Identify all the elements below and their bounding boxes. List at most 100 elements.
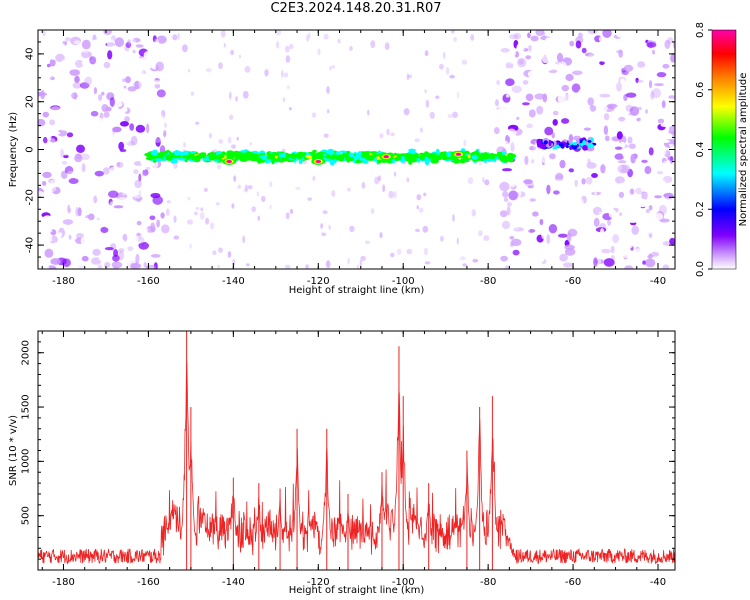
faint-dot [239,54,241,59]
noise-blob [513,213,520,222]
noise-blob [55,202,64,211]
noise-blob [157,117,167,126]
band-blob [499,156,503,161]
faint-dot [244,66,251,73]
band-blob [312,149,317,154]
noise-blob [506,201,512,207]
noise-blob [646,101,654,106]
noise-blob [552,119,558,126]
noise-blob [531,223,541,227]
noise-blob [136,235,146,244]
noise-blob [93,124,102,131]
band-blob [481,153,489,160]
noise-blob [567,51,575,59]
faint-dot [323,33,329,40]
band-blob [259,154,268,160]
noise-blob [47,182,57,193]
noise-blob [635,79,644,83]
faint-dot [379,133,384,139]
band-blob [335,152,339,155]
faint-dot [331,190,336,197]
noise-blob [125,60,133,66]
noise-blob [42,54,49,63]
band-blob [400,156,405,164]
noise-blob [154,83,161,89]
noise-blob [552,110,559,116]
band-blob [289,153,298,159]
band-blob [408,148,416,152]
faint-dot [229,91,232,100]
noise-blob [109,201,116,211]
noise-blob [637,198,649,208]
faint-dot [386,128,390,136]
x-tick-label: -40 [650,276,666,287]
band-blob [278,153,284,158]
noise-blob [617,182,628,190]
noise-blob [662,264,670,269]
noise-blob [650,90,655,100]
y-tick-label: 1000 [21,449,32,474]
noise-blob [657,170,664,175]
noise-blob [548,53,555,59]
noise-blob [131,59,138,63]
band-blob [340,154,347,158]
noise-blob [513,49,517,56]
faint-dot [212,250,217,255]
noise-blob [122,140,130,145]
faint-dot [361,182,366,189]
faint-dot [461,59,468,65]
band-blob [442,153,447,160]
noise-blob [41,181,47,186]
noise-blob [100,226,109,233]
band-blob [579,143,585,146]
noise-blob [555,247,565,255]
noise-blob [151,76,155,82]
band-blob [355,160,360,164]
noise-blob [519,248,529,254]
noise-blob [546,184,551,195]
noise-blob [98,256,109,262]
noise-blob [666,254,675,260]
noise-blob [154,228,161,235]
noise-blob [535,30,545,36]
faint-dot [478,159,482,166]
noise-blob [533,202,537,208]
noise-blob [145,217,149,224]
noise-blob [536,151,543,155]
noise-blob [72,244,81,251]
noise-blob [42,228,53,234]
noise-blob [501,220,511,230]
noise-blob [157,104,166,112]
noise-blob [660,122,669,127]
noise-blob [111,113,117,118]
noise-blob [497,106,507,116]
noise-blob [625,92,637,98]
noise-blob [60,148,65,158]
faint-dot [390,132,395,137]
faint-dot [237,184,241,189]
noise-blob [630,153,636,164]
noise-blob [601,248,611,254]
noise-blob [123,166,133,173]
faint-dot [242,235,246,244]
noise-blob [614,146,623,150]
noise-blob [587,53,599,61]
faint-dot [470,34,475,41]
noise-blob [536,256,545,263]
noise-blob [525,55,532,60]
faint-dot [420,127,423,133]
noise-blob [127,39,132,45]
noise-blob [505,78,515,86]
noise-blob [581,47,587,54]
faint-dot [423,192,427,197]
faint-dot [415,228,420,233]
noise-blob [150,238,155,244]
noise-blob [536,165,543,171]
faint-dot [249,142,252,146]
faint-dot [370,208,375,215]
noise-blob [500,162,504,167]
x-axis-label: Height of straight line (km) [289,585,425,596]
noise-blob [641,159,648,163]
band-blob [365,155,373,161]
